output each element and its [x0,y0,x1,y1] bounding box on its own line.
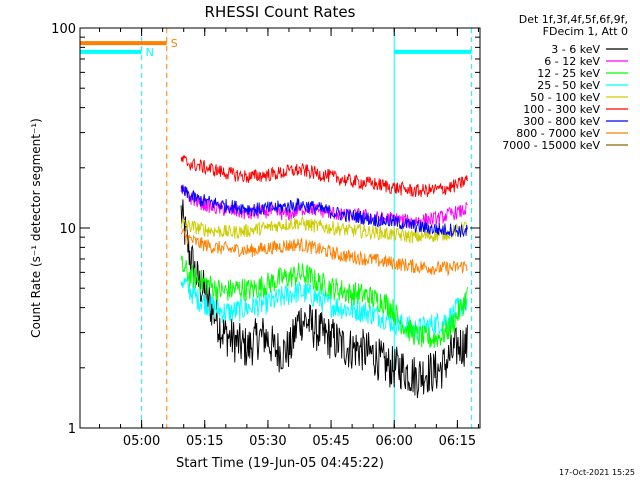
series-line-3 [180,276,468,341]
legend-label-1: 6 - 12 keV [544,55,600,68]
legend-header-0: Det 1f,3f,4f,5f,6f,9f, [519,13,628,26]
x-axis-label: Start Time (19-Jun-05 04:45:22) [176,456,384,471]
legend-label-5: 100 - 300 keV [523,103,600,116]
x-tick-label-0: 05:00 [123,434,160,449]
x-tick-label-5: 06:15 [439,434,476,449]
x-tick-label-1: 05:15 [186,434,223,449]
footer-timestamp: 17-Oct-2021 15:25 [559,468,635,477]
state-bar-label-1: S [171,37,178,50]
legend-label-8: 7000 - 15000 keV [502,139,600,152]
x-tick-label-4: 06:00 [375,434,412,449]
series-line-4 [180,215,468,244]
legend-label-0: 3 - 6 keV [551,43,600,56]
legend-label-3: 25 - 50 keV [537,79,600,92]
y-axis-label: Count Rate (s⁻¹ detector segment⁻¹) [29,118,43,338]
series-line-2 [180,255,468,348]
plot-area: NS [80,28,473,428]
y-tick-label-2: 100 [51,22,76,37]
chart-title: RHESSI Count Rates [205,3,356,21]
state-bar-label-0: N [146,46,154,59]
y-tick-label-0: 1 [68,422,76,437]
legend-label-4: 50 - 100 keV [530,91,600,104]
series-line-6 [180,184,468,238]
legend-label-2: 12 - 25 keV [537,67,600,80]
legend-header-1: FDecim 1, Att 0 [543,25,628,38]
x-tick-label-2: 05:30 [249,434,286,449]
series-line-7 [180,228,468,277]
legend-label-6: 300 - 800 keV [523,115,600,128]
series-line-0 [180,199,468,399]
x-tick-label-3: 05:45 [312,434,349,449]
series-line-1 [180,185,468,228]
legend: Det 1f,3f,4f,5f,6f,9f,FDecim 1, Att 0 3 -… [502,13,628,152]
legend-label-7: 800 - 7000 keV [516,127,600,140]
series-line-5 [180,154,468,198]
y-tick-label-1: 10 [59,222,76,237]
axes: 05:00 05:15 05:30 05:45 06:00 06:15 1 10 100 [51,22,480,449]
